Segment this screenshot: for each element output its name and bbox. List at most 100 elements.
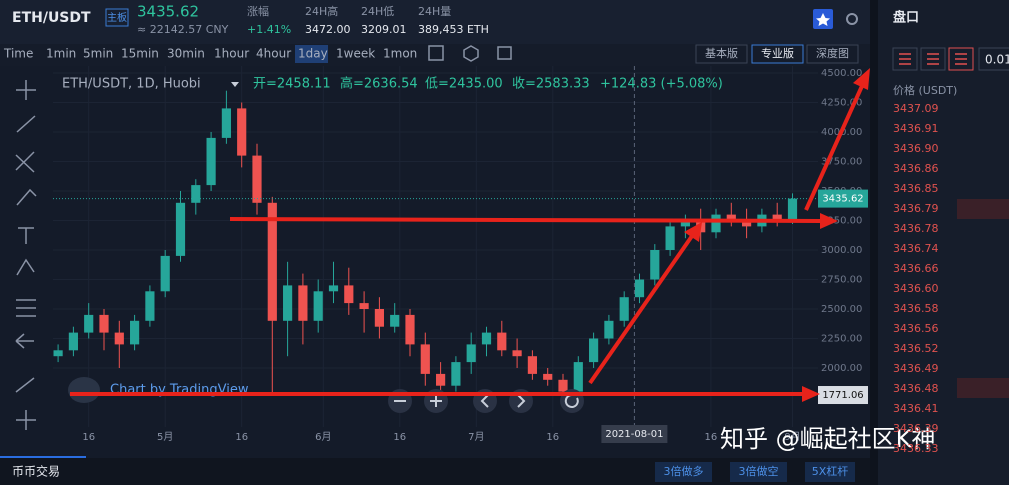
trade-label: 3倍做多	[664, 464, 704, 478]
candle-body	[573, 362, 583, 392]
ask-price: 3436.49	[893, 362, 939, 375]
y-tick-label: 4250.00	[821, 98, 862, 109]
top-bar	[0, 0, 870, 44]
interval[interactable]: 4hour	[256, 47, 291, 61]
view-button[interactable]	[695, 44, 748, 64]
book-header: 价格 (USDT)	[893, 83, 957, 97]
candle-body	[160, 255, 170, 292]
y-tick-label: 3250.00	[821, 216, 862, 227]
book-title: 盘口	[893, 10, 919, 26]
toolbar	[0, 44, 870, 66]
candle-body	[298, 285, 308, 321]
candle-body	[742, 220, 752, 227]
footer-tab[interactable]: 币币交易	[12, 464, 60, 479]
order-panel	[878, 0, 1009, 485]
theme[interactable]	[846, 13, 858, 25]
candle-body	[512, 350, 522, 357]
x-tick-label: 16	[546, 432, 559, 443]
trade-button[interactable]	[655, 462, 712, 482]
y-tick-label: 2000.00	[821, 363, 862, 374]
legend-caret[interactable]	[231, 82, 239, 87]
candle-body	[313, 291, 323, 321]
candle-body	[221, 108, 231, 138]
interval[interactable]: 15min	[121, 47, 159, 61]
candle-body	[604, 320, 614, 339]
x-tick-label: 16	[82, 432, 95, 443]
ask-price: 3436.56	[893, 322, 939, 335]
interval[interactable]: 1min	[46, 47, 76, 61]
indicator-icon[interactable]	[428, 45, 444, 61]
candle-body	[191, 185, 201, 203]
arrow	[588, 234, 694, 385]
ask-price: 3436.39	[893, 422, 939, 435]
arrow-head	[684, 222, 702, 242]
view-button[interactable]	[806, 44, 859, 64]
x-tick-label: 6月	[315, 431, 331, 443]
depth-bar	[957, 378, 1009, 398]
footer	[0, 458, 870, 485]
last-price-label: 3435.62	[822, 194, 863, 205]
view-button[interactable]	[751, 44, 804, 64]
candle-body	[589, 338, 599, 363]
interval[interactable]: 1hour	[214, 47, 249, 61]
x-tick-label: 9月	[784, 431, 800, 443]
candle-body	[711, 214, 721, 233]
ask-price: 3436.78	[893, 222, 939, 235]
ask-price: 3436.74	[893, 242, 939, 255]
book-mode[interactable]	[948, 47, 974, 71]
interval[interactable]: Time	[3, 47, 33, 61]
chart: 4500.004250.004000.003750.003500.003250.…	[53, 66, 870, 456]
settings-icon[interactable]	[463, 45, 479, 62]
stat-value: 3209.01	[361, 23, 407, 36]
interval[interactable]: 1mon	[383, 47, 417, 61]
arrow	[804, 85, 864, 211]
ask-price: 3436.41	[893, 402, 939, 415]
ask-price: 3436.66	[893, 262, 939, 275]
interval[interactable]: 5min	[83, 47, 113, 61]
snapshot-icon[interactable]	[497, 46, 512, 60]
y-tick-label: 2750.00	[821, 275, 862, 286]
interval[interactable]: 1day	[298, 47, 328, 61]
candle-body	[787, 198, 798, 221]
star	[816, 13, 830, 26]
stat-label: 24H量	[418, 5, 451, 18]
active-interval	[295, 45, 328, 63]
left-tools	[15, 80, 37, 430]
candle-body	[374, 309, 384, 327]
ask-price: 3437.09	[893, 102, 939, 115]
candle-body	[451, 362, 461, 386]
step-box[interactable]	[978, 47, 1009, 71]
last-price-box	[818, 189, 868, 208]
arrow	[229, 217, 821, 223]
book-mode-icons	[899, 53, 967, 65]
badge: 主板	[107, 11, 127, 24]
candle-body	[267, 202, 277, 321]
interval[interactable]: 30min	[167, 47, 205, 61]
ask-price: 3436.90	[893, 142, 939, 155]
candle-body	[436, 373, 446, 386]
symbol: ETH/USDT	[12, 10, 91, 26]
trade-button[interactable]	[730, 462, 787, 482]
x-tick-label: 5月	[157, 431, 173, 443]
arrow-head	[802, 386, 820, 402]
arrow-head	[853, 68, 870, 90]
trade-button[interactable]	[805, 462, 855, 482]
tool-icons	[15, 45, 512, 430]
badge-box	[105, 8, 129, 27]
candle-body	[619, 297, 629, 321]
candle-body	[420, 344, 430, 374]
crosshair-label: 2021-08-01	[605, 429, 663, 440]
ask-price: 3436.79	[893, 202, 939, 215]
book-mode[interactable]	[920, 47, 946, 71]
ask-price: 3436.60	[893, 282, 939, 295]
book-mode[interactable]	[892, 47, 918, 71]
arrow-head	[820, 213, 838, 229]
candle-body	[344, 285, 354, 304]
y-tick-label: 3750.00	[821, 157, 862, 168]
ask-price: 3436.85	[893, 182, 939, 195]
candle-body	[84, 314, 94, 333]
y-tick-label: 3000.00	[821, 245, 862, 256]
candle-body	[772, 214, 782, 221]
interval[interactable]: 1week	[336, 47, 375, 61]
candle-body	[114, 332, 124, 345]
